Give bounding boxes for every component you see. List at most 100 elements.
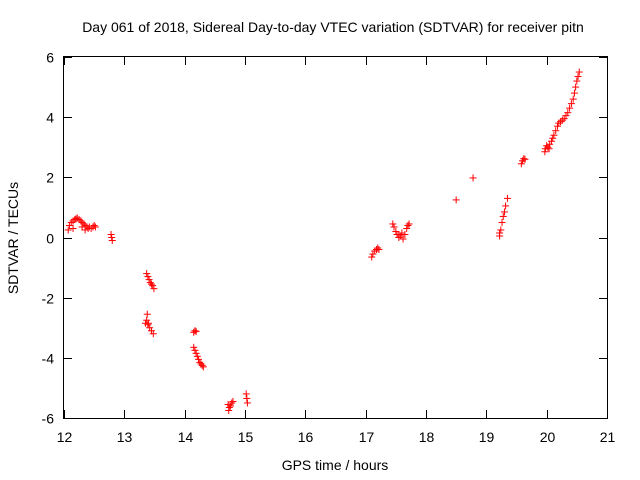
data-point xyxy=(544,143,552,151)
data-point xyxy=(498,218,506,226)
data-point xyxy=(107,230,115,238)
data-point xyxy=(557,118,565,126)
data-point xyxy=(144,273,152,281)
data-point xyxy=(570,89,578,97)
data-point xyxy=(225,406,233,414)
data-point xyxy=(149,282,157,290)
data-point xyxy=(141,319,149,327)
data-point xyxy=(242,390,250,398)
data-point xyxy=(108,237,116,245)
data-point xyxy=(521,155,529,163)
data-point xyxy=(143,270,151,278)
data-point xyxy=(517,160,525,168)
y-tick-label: 0 xyxy=(46,231,54,247)
data-point xyxy=(574,73,582,81)
data-point xyxy=(399,235,407,243)
data-point xyxy=(228,399,236,407)
data-point xyxy=(67,218,75,226)
data-point xyxy=(398,229,406,237)
data-point xyxy=(502,202,510,210)
plot-frame xyxy=(63,56,608,419)
data-point xyxy=(390,223,398,231)
data-point xyxy=(80,220,88,228)
data-point xyxy=(78,223,86,231)
data-point xyxy=(469,174,477,182)
x-tick-label: 21 xyxy=(600,429,616,445)
data-point xyxy=(145,276,153,284)
data-point xyxy=(404,221,412,229)
data-points xyxy=(64,68,583,414)
data-point xyxy=(503,194,511,202)
data-point xyxy=(199,363,207,371)
data-point xyxy=(389,220,397,228)
x-tick-label: 16 xyxy=(298,429,314,445)
data-point xyxy=(192,327,200,335)
data-point xyxy=(554,122,562,130)
data-point xyxy=(567,100,575,108)
data-point xyxy=(558,116,566,124)
data-point xyxy=(149,330,157,338)
data-point xyxy=(562,112,570,120)
data-point xyxy=(143,316,151,324)
data-point xyxy=(69,224,77,232)
data-point xyxy=(403,224,411,232)
data-point xyxy=(552,127,560,135)
data-point xyxy=(395,230,403,238)
data-point xyxy=(191,346,199,354)
data-point xyxy=(147,327,155,335)
x-tick-label: 18 xyxy=(419,429,435,445)
data-point xyxy=(564,109,572,117)
y-tick-label: -6 xyxy=(42,411,55,427)
data-point xyxy=(64,226,72,234)
data-point xyxy=(72,215,80,223)
data-point xyxy=(546,140,554,148)
data-point xyxy=(198,361,206,369)
data-point xyxy=(500,208,508,216)
data-point xyxy=(75,215,83,223)
x-tick-label: 14 xyxy=(178,429,194,445)
data-point xyxy=(225,403,233,411)
data-point xyxy=(192,349,200,357)
data-point xyxy=(499,212,507,220)
data-point xyxy=(190,343,198,351)
x-tick-label: 12 xyxy=(57,429,73,445)
data-point xyxy=(91,223,99,231)
data-point xyxy=(547,137,555,145)
data-point xyxy=(375,246,383,254)
data-point xyxy=(569,95,577,103)
x-axis-label: GPS time / hours xyxy=(282,457,389,473)
y-tick-label: 2 xyxy=(46,170,54,186)
x-tick-label: 17 xyxy=(359,429,375,445)
y-tick-label: 6 xyxy=(46,50,54,66)
data-point xyxy=(573,77,581,85)
x-tick-label: 13 xyxy=(117,429,133,445)
data-point xyxy=(227,402,235,410)
data-point xyxy=(549,134,557,142)
data-point xyxy=(401,230,409,238)
data-point xyxy=(371,247,379,255)
data-point xyxy=(497,226,505,234)
data-point xyxy=(368,253,376,261)
data-point xyxy=(195,355,203,363)
x-tick-label: 20 xyxy=(540,429,556,445)
data-point xyxy=(193,352,201,360)
data-point xyxy=(541,148,549,156)
data-point xyxy=(545,145,553,153)
data-point xyxy=(555,119,563,127)
data-point xyxy=(566,104,574,112)
data-point xyxy=(108,234,116,241)
data-point xyxy=(243,399,251,407)
y-tick-label: -4 xyxy=(42,351,55,367)
data-point xyxy=(229,397,237,405)
x-tick-label: 19 xyxy=(479,429,495,445)
data-point xyxy=(143,310,151,318)
data-point xyxy=(496,229,504,237)
data-point xyxy=(243,394,251,402)
data-point xyxy=(90,221,98,229)
data-point xyxy=(392,227,400,235)
data-point xyxy=(572,83,580,91)
chart-title: Day 061 of 2018, Sidereal Day-to-day VTE… xyxy=(82,19,584,35)
data-point xyxy=(81,226,89,234)
data-point xyxy=(150,285,158,293)
